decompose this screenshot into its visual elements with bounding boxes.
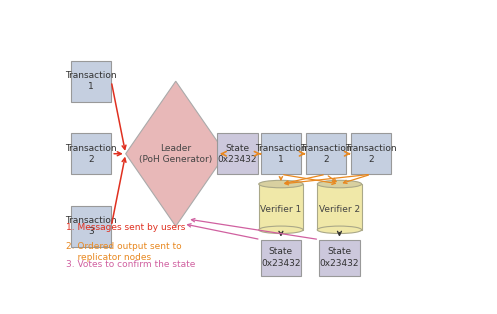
FancyBboxPatch shape: [71, 206, 111, 247]
Text: 3. Votes to confirm the state: 3. Votes to confirm the state: [66, 260, 195, 269]
FancyBboxPatch shape: [351, 133, 391, 174]
FancyBboxPatch shape: [261, 133, 301, 174]
Text: Leader
(PoH Generator): Leader (PoH Generator): [139, 143, 212, 164]
Text: 2. Ordered output sent to
    replicator nodes: 2. Ordered output sent to replicator nod…: [66, 241, 181, 262]
Text: Transaction
3: Transaction 3: [65, 216, 117, 236]
Text: State
0x23432: State 0x23432: [261, 247, 301, 268]
Text: Transaction
2: Transaction 2: [345, 143, 397, 164]
FancyBboxPatch shape: [71, 133, 111, 174]
Text: Transaction
2: Transaction 2: [65, 143, 117, 164]
Text: Transaction
1: Transaction 1: [255, 143, 307, 164]
Text: 1. Messages sent by users: 1. Messages sent by users: [66, 223, 185, 232]
Polygon shape: [126, 81, 226, 226]
Text: Transaction
2: Transaction 2: [300, 143, 352, 164]
FancyBboxPatch shape: [217, 133, 257, 174]
Text: State
0x23432: State 0x23432: [218, 143, 257, 164]
Text: Verifier 1: Verifier 1: [260, 205, 302, 214]
Ellipse shape: [317, 180, 362, 188]
Text: State
0x23432: State 0x23432: [320, 247, 359, 268]
FancyBboxPatch shape: [317, 184, 362, 230]
FancyBboxPatch shape: [71, 61, 111, 102]
FancyBboxPatch shape: [306, 133, 346, 174]
Text: Transaction
1: Transaction 1: [65, 71, 117, 91]
Ellipse shape: [259, 226, 303, 234]
FancyBboxPatch shape: [319, 240, 360, 276]
FancyBboxPatch shape: [261, 240, 301, 276]
Text: Verifier 2: Verifier 2: [319, 205, 360, 214]
FancyBboxPatch shape: [259, 184, 303, 230]
Ellipse shape: [259, 180, 303, 188]
Ellipse shape: [317, 226, 362, 234]
